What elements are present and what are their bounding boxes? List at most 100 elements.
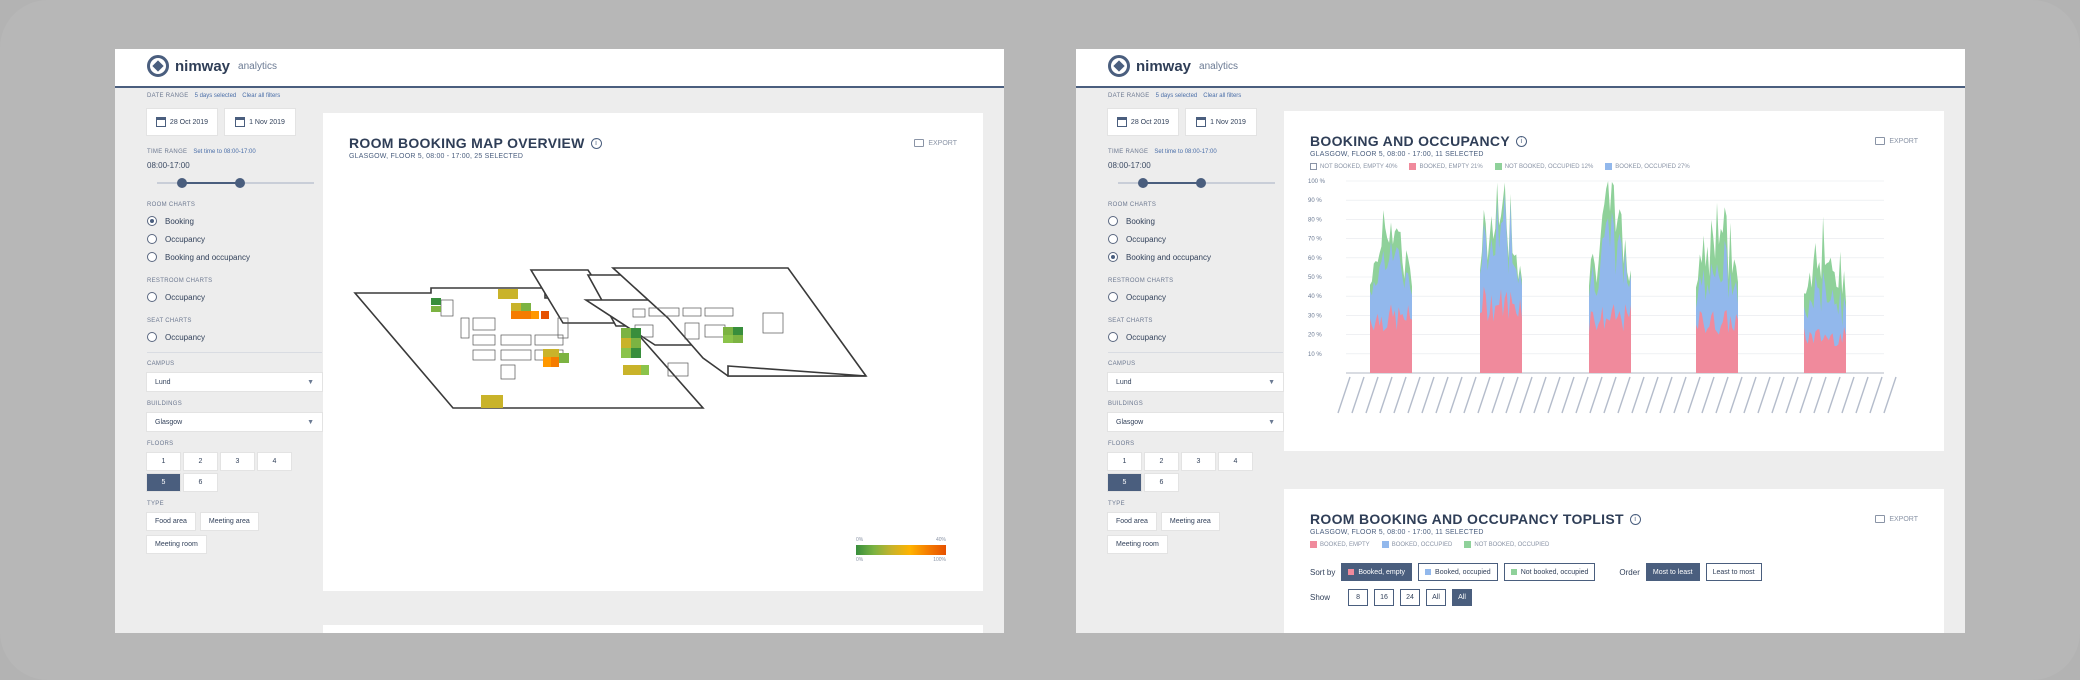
date-from-field[interactable]: 28 Oct 2019	[147, 109, 217, 135]
booking-occupancy-chart[interactable]: 10 % 20 % 30 % 40 % 50 % 60 % 70 % 80 % 90 % 100 …	[1284, 111, 1944, 451]
sort-label: Sort by	[1310, 567, 1336, 577]
radio-restroom-occupancy[interactable]: Occupancy	[1108, 292, 1283, 302]
clear-filters-link[interactable]: Clear all filters	[242, 93, 281, 99]
date-to-field[interactable]: 1 Nov 2019	[1186, 109, 1256, 135]
radio-seat-occupancy[interactable]: Occupancy	[1108, 332, 1283, 342]
floor-button[interactable]: 2	[1145, 453, 1178, 470]
area-booked-empty-day-3	[1589, 304, 1631, 373]
brand-name: nimway	[1136, 57, 1192, 75]
brand-name: nimway	[175, 57, 231, 75]
export-button[interactable]: EXPORT	[914, 139, 957, 147]
info-icon[interactable]: i	[1629, 513, 1641, 525]
floor-button[interactable]: 2	[184, 453, 217, 470]
show-all-button[interactable]: All	[1426, 589, 1447, 606]
floor-button-selected[interactable]: 5	[147, 474, 180, 491]
filter-sidebar: DATE RANGE 5 days selected Clear all fil…	[147, 93, 322, 553]
show-8-button[interactable]: 8	[1348, 589, 1369, 606]
campus-select[interactable]: Lund ▼	[1108, 373, 1283, 391]
time-range-hint[interactable]: Set time to 08:00-17:00	[1154, 149, 1217, 155]
export-button[interactable]: EXPORT	[1875, 515, 1918, 523]
slider-start-handle[interactable]	[1138, 178, 1148, 188]
x-tick-label	[1617, 376, 1631, 414]
info-icon[interactable]: i	[590, 137, 602, 149]
blue-square-icon	[1425, 569, 1432, 575]
info-icon[interactable]: i	[1515, 135, 1527, 147]
sort-booked-occupied[interactable]: Booked, occupied	[1418, 563, 1498, 581]
show-all-button-selected[interactable]: All	[1452, 589, 1473, 606]
export-icon	[1875, 137, 1886, 145]
radio-icon	[1108, 252, 1118, 262]
type-meeting-area[interactable]: Meeting area	[200, 513, 258, 530]
show-16-button[interactable]: 16	[1374, 589, 1395, 606]
x-tick-label	[1785, 376, 1799, 414]
x-tick-label	[1869, 376, 1883, 414]
area-booked-empty-day-5	[1804, 327, 1846, 373]
type-food-area[interactable]: Food area	[147, 513, 195, 530]
radio-label: Booking	[165, 216, 194, 226]
x-tick-label	[1477, 376, 1491, 414]
radio-label: Booking	[1126, 216, 1155, 226]
time-range-label: TIME RANGE	[147, 149, 188, 155]
area-booked-empty-day-2	[1480, 286, 1522, 373]
floor-button-selected[interactable]: 5	[1108, 474, 1141, 491]
building-select[interactable]: Glasgow ▼	[1108, 413, 1283, 431]
campus-select[interactable]: Lund ▼	[147, 373, 322, 391]
floor-button[interactable]: 4	[258, 453, 291, 470]
sort-not-booked-occupied[interactable]: Not booked, occupied	[1503, 563, 1596, 581]
radio-booking-and-occupancy[interactable]: Booking and occupancy	[147, 252, 322, 262]
type-meeting-room[interactable]: Meeting room	[147, 536, 206, 553]
order-most-to-least[interactable]: Most to least	[1645, 563, 1700, 581]
pill-label: Booked, empty	[1358, 568, 1406, 576]
logo[interactable]: nimway analytics	[147, 55, 277, 77]
floor-button[interactable]: 1	[147, 453, 180, 470]
date-range-label: DATE RANGE	[147, 93, 189, 99]
floor-button[interactable]: 3	[1182, 453, 1215, 470]
type-meeting-area[interactable]: Meeting area	[1161, 513, 1219, 530]
floor-button[interactable]: 6	[1145, 474, 1178, 491]
sort-booked-empty[interactable]: Booked, empty	[1341, 563, 1413, 581]
floor-button[interactable]: 6	[184, 474, 217, 491]
radio-occupancy[interactable]: Occupancy	[1108, 234, 1283, 244]
time-range-hint[interactable]: Set time to 08:00-17:00	[193, 149, 256, 155]
radio-restroom-occupancy[interactable]: Occupancy	[147, 292, 322, 302]
type-label: TYPE	[147, 501, 164, 507]
radio-booking[interactable]: Booking	[147, 216, 322, 226]
x-tick-label	[1547, 376, 1561, 414]
slider-end-handle[interactable]	[1196, 178, 1206, 188]
y-tick-label: 70 %	[1308, 237, 1322, 243]
time-range-slider[interactable]	[1108, 176, 1283, 190]
type-meeting-room[interactable]: Meeting room	[1108, 536, 1167, 553]
nimway-logo-icon	[1108, 55, 1130, 77]
occupancy-legend: NOT BOOKED, EMPTY 40% BOOKED, EMPTY 21% …	[1310, 163, 1690, 170]
buildings-label: BUILDINGS	[147, 401, 183, 407]
date-to-field[interactable]: 1 Nov 2019	[225, 109, 295, 135]
y-tick-label: 80 %	[1308, 217, 1322, 223]
calendar-icon	[235, 117, 246, 127]
radio-icon	[147, 252, 157, 262]
radio-booking[interactable]: Booking	[1108, 216, 1283, 226]
slider-start-handle[interactable]	[177, 178, 187, 188]
toplist-title-text: ROOM BOOKING AND OCCUPANCY TOPLIST	[1310, 511, 1624, 527]
date-from-field[interactable]: 28 Oct 2019	[1108, 109, 1178, 135]
radio-booking-and-occupancy[interactable]: Booking and occupancy	[1108, 252, 1283, 262]
map-title-text: ROOM BOOKING MAP OVERVIEW	[349, 135, 585, 151]
floor-button[interactable]: 1	[1108, 453, 1141, 470]
time-value: 08:00-17:00	[147, 161, 190, 170]
show-controls: Show 8 16 24 All All	[1310, 589, 1473, 606]
building-select[interactable]: Glasgow ▼	[147, 413, 322, 431]
order-least-to-most[interactable]: Least to most	[1705, 563, 1762, 581]
y-tick-label: 60 %	[1308, 256, 1322, 262]
time-range-slider[interactable]	[147, 176, 322, 190]
floor-plan-map[interactable]	[323, 113, 983, 591]
logo[interactable]: nimway analytics	[1108, 55, 1238, 77]
show-24-button[interactable]: 24	[1400, 589, 1421, 606]
radio-seat-occupancy[interactable]: Occupancy	[147, 332, 322, 342]
radio-occupancy[interactable]: Occupancy	[147, 234, 322, 244]
slider-end-handle[interactable]	[235, 178, 245, 188]
export-button[interactable]: EXPORT	[1875, 137, 1918, 145]
floor-button[interactable]: 4	[1219, 453, 1252, 470]
clear-filters-link[interactable]: Clear all filters	[1203, 93, 1242, 99]
y-tick-label: 10 %	[1308, 352, 1322, 358]
type-food-area[interactable]: Food area	[1108, 513, 1156, 530]
floor-button[interactable]: 3	[221, 453, 254, 470]
